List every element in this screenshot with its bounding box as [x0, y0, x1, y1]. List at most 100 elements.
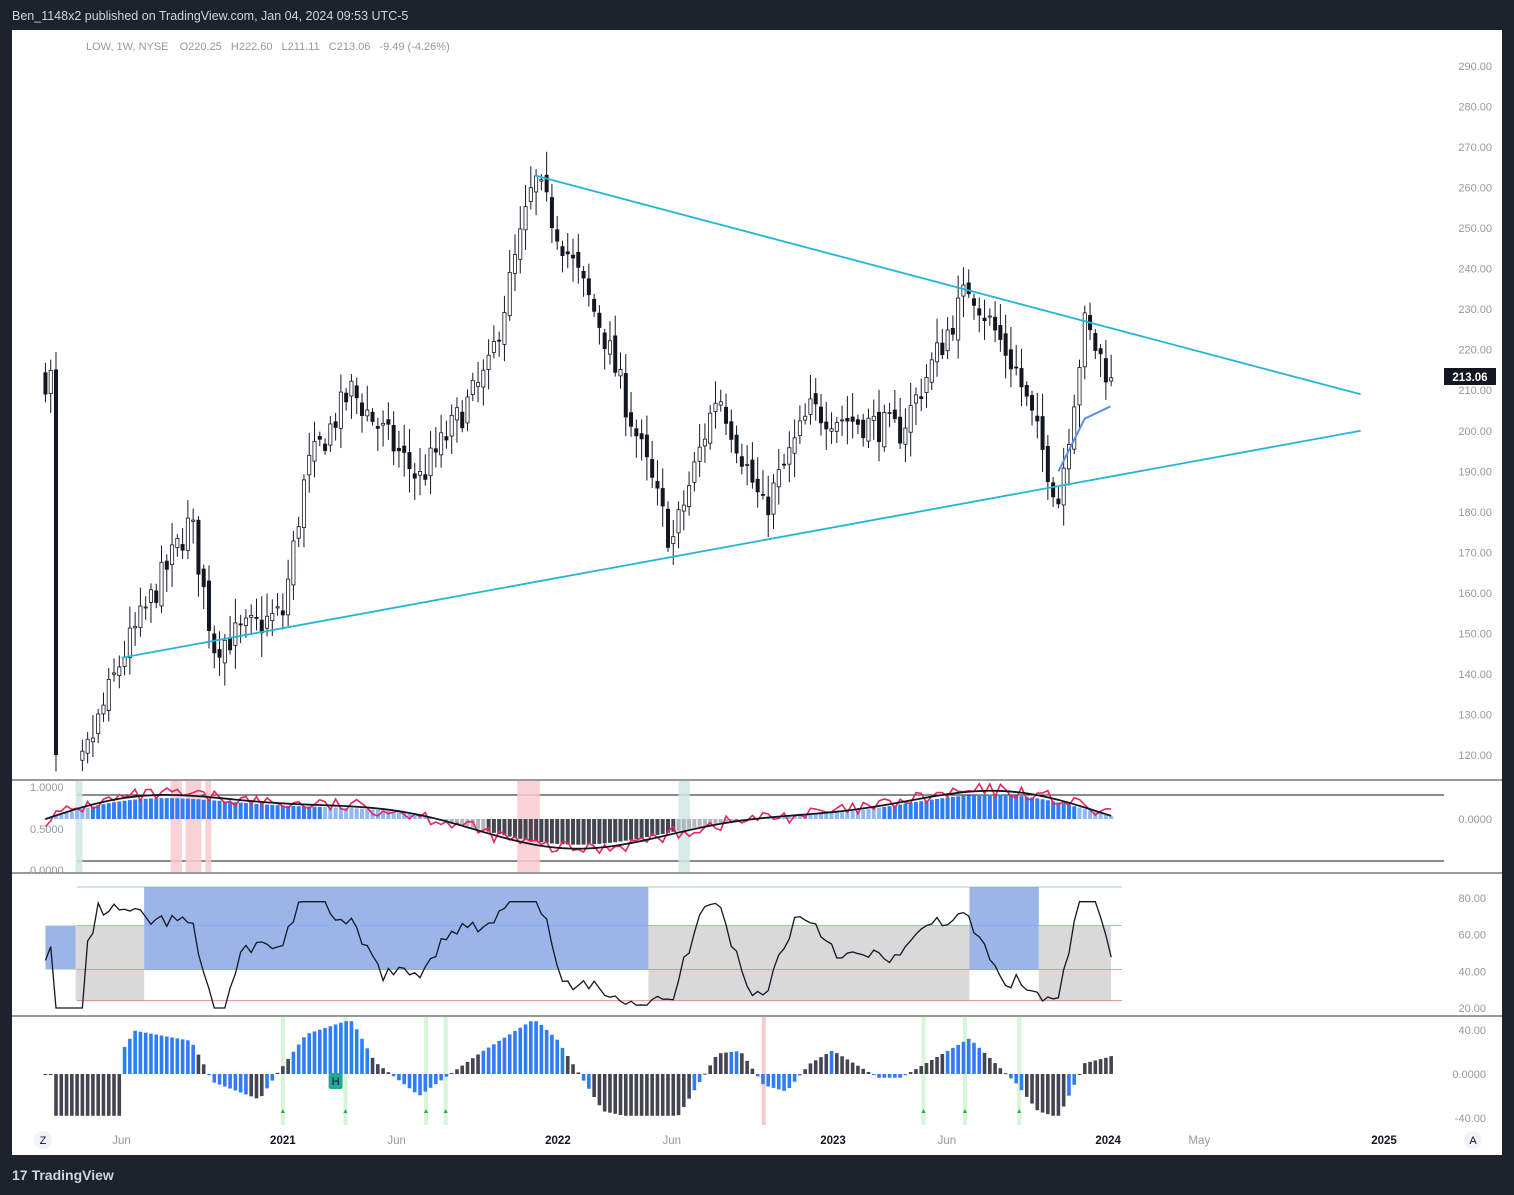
panel1-hist-bar: [307, 806, 312, 819]
candle-body: [797, 420, 802, 437]
panel3-bar: [687, 1074, 691, 1099]
panel3-event-marker: [1017, 1017, 1022, 1125]
panel3-bar: [43, 1074, 48, 1075]
panel3-bar: [1009, 1074, 1013, 1079]
panel3-bar: [581, 1074, 586, 1081]
panel3-event-marker: [424, 1017, 429, 1125]
auto-scale-button-bg: [1464, 1131, 1482, 1149]
panel1-hist-bar: [1103, 814, 1108, 819]
panel1-hist-bar: [206, 800, 211, 819]
candle-body: [592, 298, 597, 312]
candle-body: [270, 612, 275, 622]
panel3-bar: [54, 1074, 58, 1116]
panel1-left-tick: 0.5000: [30, 824, 64, 836]
candle-body: [185, 517, 190, 551]
candle-body: [935, 342, 940, 363]
panel3-bar: [376, 1064, 380, 1074]
candle-body: [544, 174, 549, 193]
panel3-bar: [486, 1047, 491, 1074]
panel1-hist-bar: [201, 799, 206, 819]
candle-body: [112, 672, 117, 675]
panel3-event-marker: [761, 1017, 766, 1125]
candle-body: [428, 447, 433, 477]
time-tick-label: 2025: [1371, 1135, 1397, 1147]
panel2-zone: [648, 925, 970, 1001]
candle-body: [254, 617, 259, 619]
auto-scale-button[interactable]: A: [1464, 1131, 1482, 1149]
panel3-bar: [798, 1074, 802, 1076]
price-tick-label: 260.00: [1458, 183, 1492, 195]
time-tick-label: Jun: [662, 1135, 681, 1147]
panel1-hist-bar: [1014, 795, 1019, 819]
panel3-bar: [956, 1044, 960, 1074]
candle-body: [908, 405, 913, 433]
panel3-bar: [91, 1074, 95, 1116]
trendline-upper: [534, 174, 1361, 396]
candle-body: [956, 297, 961, 341]
panel1-hist-bar: [191, 798, 196, 819]
panel3-bar: [1061, 1074, 1066, 1107]
timezone-button[interactable]: Z: [34, 1131, 52, 1149]
panel1-hist-bar: [692, 819, 697, 828]
panel3-bar: [386, 1072, 391, 1074]
candle-body: [913, 394, 918, 404]
panel3-bar: [201, 1064, 206, 1074]
panel3-bar: [476, 1054, 480, 1074]
panel3-bar: [1056, 1074, 1061, 1116]
panel1-left-tick: 1.0000: [30, 782, 64, 794]
candle-body: [639, 433, 644, 440]
candle-body: [164, 560, 169, 570]
panel3-bar: [354, 1029, 359, 1074]
candle-body: [808, 398, 813, 415]
panel1-hist-bar: [217, 800, 222, 819]
panel1-hist-bar: [402, 812, 407, 819]
panel1-hist-bar: [497, 819, 502, 835]
last-price-text: 213.06: [1452, 372, 1487, 384]
panel3-bar: [244, 1074, 248, 1095]
panel2-zone: [969, 887, 1039, 970]
panel3-bar: [787, 1074, 792, 1088]
candle-body: [381, 422, 386, 426]
panel3-tick-label: -40.00: [1455, 1113, 1486, 1125]
panel1-hist-bar: [296, 806, 301, 819]
panel1-hist-bar: [507, 819, 512, 837]
panel3-bar: [402, 1074, 406, 1085]
panel3-bar: [898, 1074, 902, 1078]
panel3-bar: [418, 1074, 422, 1096]
panel1-hist-bar: [396, 812, 401, 819]
candle-body: [523, 206, 528, 231]
panel3-bar: [397, 1074, 401, 1081]
panel1-hist-bar: [1019, 796, 1024, 819]
panel3-bar: [191, 1044, 195, 1074]
panel3-bar: [539, 1025, 544, 1074]
panel3-bar: [143, 1032, 148, 1074]
candle-body: [170, 544, 175, 565]
panel3-event-arrow: [424, 1109, 429, 1113]
panel3-bar: [977, 1047, 982, 1074]
panel3-bar: [423, 1074, 428, 1092]
legend-open: 220.25: [188, 41, 222, 53]
panel3-bar: [750, 1068, 755, 1074]
panel3-bar: [159, 1035, 164, 1074]
panel3-bar: [671, 1074, 676, 1116]
candle-body: [286, 578, 291, 616]
candle-body: [750, 459, 755, 483]
panel3-bar: [824, 1054, 829, 1074]
panel1-hist-bar: [592, 819, 597, 845]
panel3-bar: [112, 1074, 116, 1116]
panel1-hist-bar: [333, 807, 338, 819]
candle-body: [818, 406, 823, 424]
panel3-bar: [755, 1074, 760, 1077]
candle-body: [138, 605, 143, 629]
tradingview-brand[interactable]: 17 TradingView: [12, 1167, 114, 1183]
panel1-hist-bar: [518, 819, 523, 839]
panel1-hist-bar: [349, 808, 354, 819]
panel3-bar: [117, 1074, 122, 1116]
panel1-hist-bar: [650, 819, 655, 837]
price-tick-label: 140.00: [1458, 669, 1492, 681]
panel3-bar: [481, 1050, 486, 1074]
panel1-hist-bar: [43, 819, 48, 820]
ohlc-legend: LOW, 1W, NYSE O220.25 H222.60 L211.11 C2…: [86, 41, 450, 53]
panel1-hist-bar: [892, 805, 897, 819]
